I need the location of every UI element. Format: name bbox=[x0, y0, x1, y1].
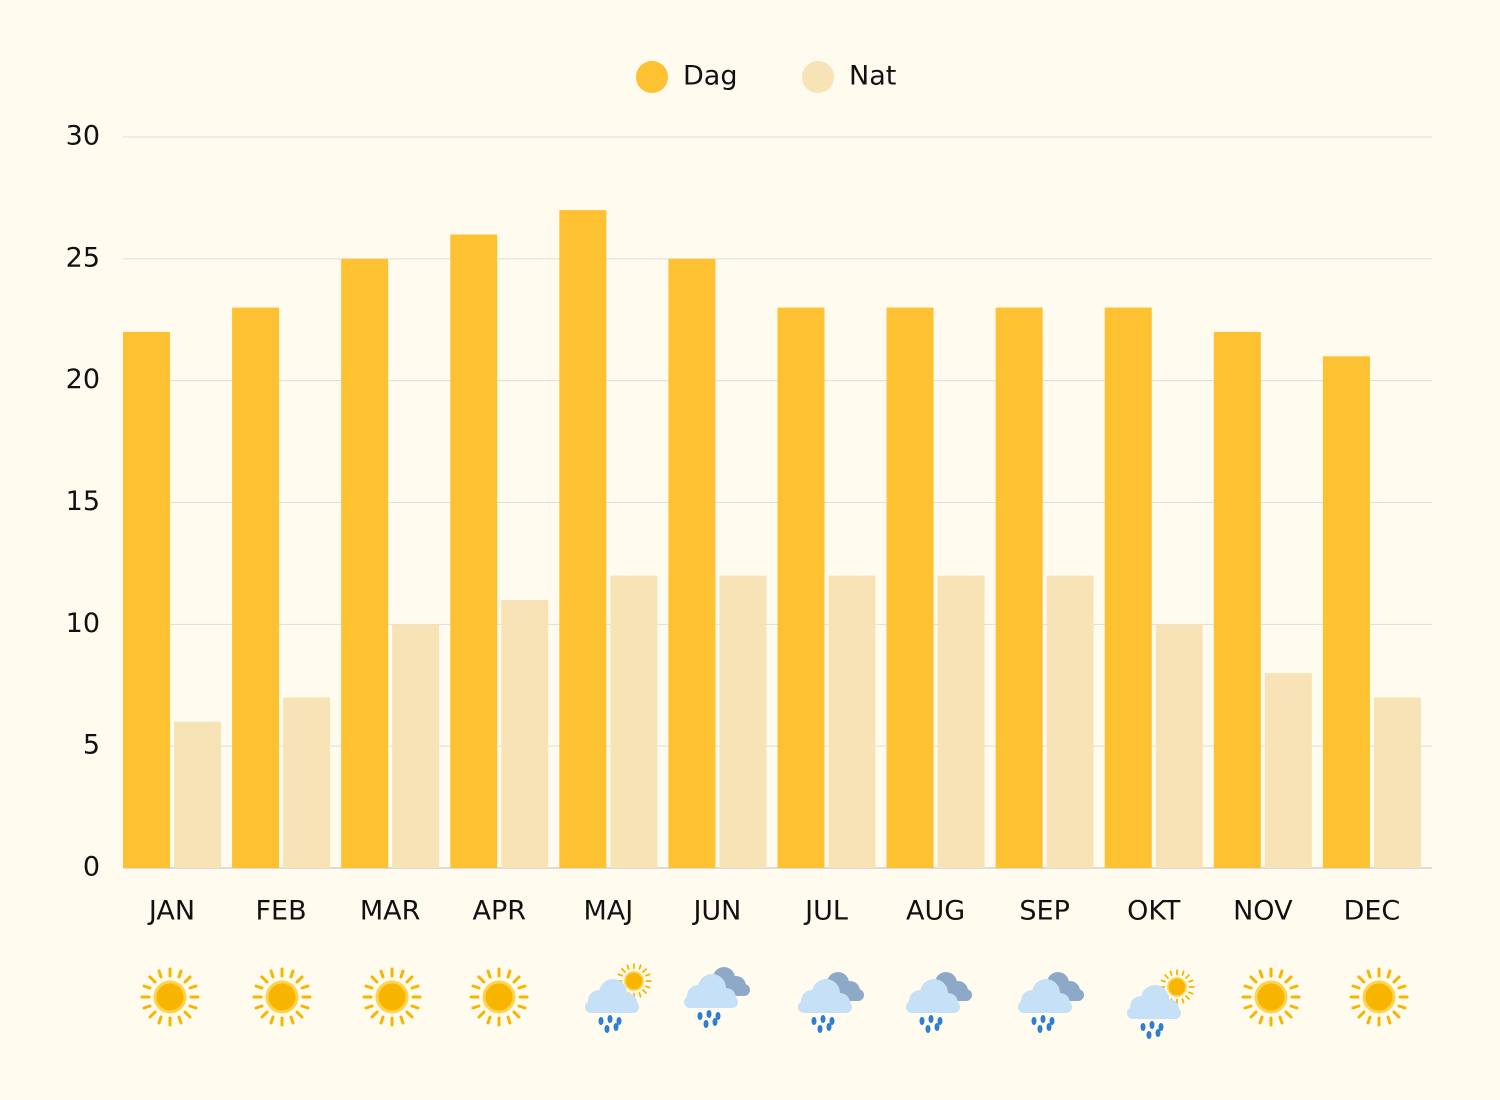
y-tick-label: 20 bbox=[66, 364, 100, 395]
bar bbox=[341, 258, 389, 868]
x-tick-label: MAJ bbox=[583, 896, 633, 927]
icon-sun bbox=[469, 967, 529, 1027]
x-tick-label: FEB bbox=[256, 896, 307, 927]
x-tick-label: AUG bbox=[906, 896, 965, 927]
legend-swatch bbox=[802, 61, 834, 93]
weather-icons bbox=[140, 963, 1409, 1039]
bar bbox=[283, 697, 331, 868]
x-tick-label: SEP bbox=[1019, 896, 1069, 927]
bar bbox=[1322, 356, 1370, 868]
x-tick-label: OKT bbox=[1127, 896, 1181, 927]
y-tick-label: 15 bbox=[66, 486, 100, 517]
icon-sun bbox=[1241, 967, 1301, 1027]
y-tick-label: 30 bbox=[66, 121, 100, 152]
icon-sun bbox=[140, 967, 200, 1027]
legend-label: Nat bbox=[849, 61, 896, 92]
bar bbox=[610, 575, 658, 868]
y-tick-label: 0 bbox=[83, 852, 100, 883]
x-tick-label: MAR bbox=[360, 896, 421, 927]
x-tick-label: DEC bbox=[1344, 896, 1401, 927]
bar bbox=[501, 599, 549, 868]
legend-label: Dag bbox=[683, 61, 737, 92]
icon-sun bbox=[252, 967, 312, 1027]
bar bbox=[123, 331, 170, 868]
bar bbox=[1155, 624, 1203, 868]
x-tick-label: NOV bbox=[1233, 896, 1293, 927]
bar bbox=[174, 721, 221, 868]
bar bbox=[1373, 697, 1421, 868]
bar bbox=[392, 624, 440, 868]
bar bbox=[1104, 307, 1152, 869]
bar bbox=[450, 234, 498, 868]
bar bbox=[1213, 331, 1261, 868]
y-tick-label: 10 bbox=[66, 608, 100, 639]
bar bbox=[886, 307, 934, 869]
y-tick-label: 5 bbox=[83, 730, 100, 761]
bar bbox=[995, 307, 1043, 869]
bar bbox=[777, 307, 825, 869]
x-tick-label: JUN bbox=[691, 896, 741, 927]
x-tick-label: APR bbox=[472, 896, 526, 927]
bar bbox=[828, 575, 876, 868]
x-tick-label: JUL bbox=[803, 896, 848, 927]
bar bbox=[232, 307, 280, 869]
y-tick-label: 25 bbox=[66, 242, 100, 273]
bar bbox=[559, 210, 607, 869]
bar bbox=[937, 575, 985, 868]
bar bbox=[668, 258, 716, 868]
bar bbox=[1046, 575, 1094, 868]
bar bbox=[1264, 673, 1312, 868]
x-tick-label: JAN bbox=[147, 896, 195, 927]
legend-swatch bbox=[636, 61, 668, 93]
bar bbox=[719, 575, 767, 868]
icon-sun bbox=[1349, 967, 1409, 1027]
icon-sun bbox=[362, 967, 422, 1027]
